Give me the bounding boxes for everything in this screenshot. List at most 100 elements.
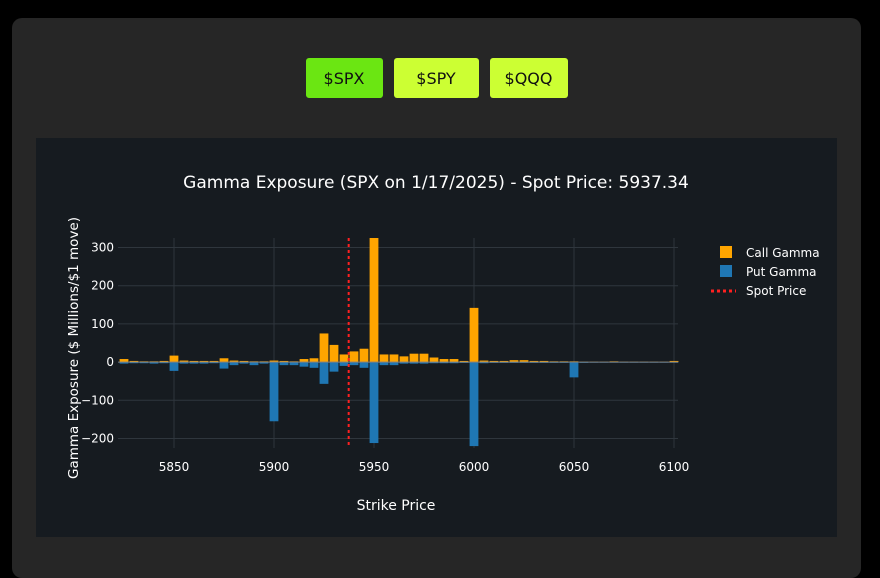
call-gamma-bar [279, 360, 289, 363]
call-gamma-bar [389, 354, 399, 363]
qqq-button[interactable]: $QQQ [489, 58, 568, 98]
put-gamma-bar [439, 362, 449, 364]
call-gamma-bar [239, 360, 249, 363]
put-gamma-bar [229, 362, 239, 366]
call-gamma-bar [469, 307, 479, 363]
put-gamma-bar [169, 362, 179, 371]
call-gamma-bar [439, 359, 449, 363]
put-gamma-bar [159, 362, 169, 364]
put-gamma-bar [219, 362, 229, 369]
y-tick-labels: −200 −100 0 100 200 300 [81, 241, 114, 446]
legend-call-label: Call Gamma [746, 246, 820, 260]
put-gamma-bar [419, 362, 429, 364]
call-gamma-bar [539, 360, 549, 363]
put-gamma-bar [389, 362, 399, 366]
put-gamma-bar [139, 362, 149, 364]
y-tick-label: −200 [81, 431, 114, 445]
legend-put-label: Put Gamma [746, 265, 817, 279]
spy-button[interactable]: $SPY [393, 58, 479, 98]
put-gamma-bar [129, 362, 139, 364]
legend-spot-label: Spot Price [746, 284, 806, 298]
put-gamma-bar [209, 362, 219, 364]
call-gamma-bar [309, 358, 319, 363]
grid [118, 238, 678, 448]
chart-panel: 5850 5900 5950 6000 6050 6100 −200 −100 0 100 200… [36, 138, 837, 537]
call-gamma-bar [229, 360, 239, 363]
put-gamma-bar [319, 362, 329, 384]
call-gamma-bar [129, 360, 139, 363]
put-gamma-bar [449, 362, 459, 364]
app-card: $SPX $SPY $QQQ 5850 5900 5950 6000 6050 6100 … [12, 18, 861, 578]
x-tick-label: 6050 [559, 460, 590, 474]
call-gamma-bar [179, 360, 189, 363]
bars [119, 238, 679, 447]
put-gamma-bar [309, 362, 319, 368]
call-gamma-bar [339, 354, 349, 363]
call-gamma-bar [349, 351, 359, 363]
put-gamma-bar [249, 362, 259, 366]
put-gamma-bar [289, 362, 299, 366]
call-gamma-bar [219, 358, 229, 363]
call-gamma-bar [119, 359, 129, 363]
y-tick-label: 0 [106, 355, 114, 369]
x-axis-label: Strike Price [357, 498, 436, 514]
call-gamma-bar [209, 360, 219, 363]
put-gamma-bar [429, 362, 439, 364]
legend-call-swatch [720, 246, 732, 258]
put-gamma-bar [299, 362, 309, 367]
call-gamma-bar [299, 359, 309, 363]
call-gamma-bar [269, 360, 279, 363]
x-tick-label: 5950 [359, 460, 390, 474]
call-gamma-bar [379, 354, 389, 363]
y-tick-label: −100 [81, 393, 114, 407]
call-gamma-bar [169, 355, 179, 363]
y-tick-label: 300 [91, 241, 114, 255]
call-gamma-bar [419, 353, 429, 363]
x-tick-label: 5900 [259, 460, 290, 474]
x-tick-label: 5850 [159, 460, 190, 474]
put-gamma-bar [119, 362, 129, 364]
call-gamma-bar [519, 360, 529, 363]
put-gamma-bar [399, 362, 409, 364]
put-gamma-bar [409, 362, 419, 364]
call-gamma-bar [159, 360, 169, 363]
x-tick-label: 6100 [659, 460, 690, 474]
call-gamma-bar [329, 344, 339, 363]
call-gamma-bar [669, 360, 679, 363]
call-gamma-bar [509, 360, 519, 363]
put-gamma-bar [379, 362, 389, 366]
put-gamma-bar [339, 362, 349, 366]
call-gamma-bar [459, 360, 469, 363]
put-gamma-bar [349, 362, 359, 366]
put-gamma-bar [259, 362, 269, 364]
put-gamma-bar [189, 362, 199, 364]
call-gamma-bar [399, 356, 409, 363]
put-gamma-bar [269, 362, 279, 422]
put-gamma-bar [479, 362, 489, 364]
put-gamma-bar [329, 362, 339, 372]
call-gamma-bar [369, 238, 379, 363]
call-gamma-bar [199, 360, 209, 363]
y-axis-label: Gamma Exposure ($ Millions/$1 move) [66, 217, 82, 479]
put-gamma-bar [369, 362, 379, 444]
put-gamma-bar [239, 362, 249, 364]
put-gamma-bar [279, 362, 289, 366]
call-gamma-bar [479, 360, 489, 363]
call-gamma-bar [409, 353, 419, 363]
put-gamma-bar [469, 362, 479, 447]
put-gamma-bar [569, 362, 579, 378]
gamma-chart: 5850 5900 5950 6000 6050 6100 −200 −100 0 100 200… [66, 173, 820, 514]
put-gamma-bar [359, 362, 369, 368]
ticker-button-row: $SPX $SPY $QQQ [12, 58, 861, 98]
y-tick-label: 200 [91, 279, 114, 293]
call-gamma-bar [489, 360, 499, 363]
chart-title: Gamma Exposure (SPX on 1/17/2025) - Spot… [183, 173, 689, 193]
call-gamma-bar [529, 360, 539, 363]
put-gamma-bar [179, 362, 189, 364]
call-gamma-bar [359, 348, 369, 363]
spx-button[interactable]: $SPX [305, 58, 383, 98]
call-gamma-bar [429, 357, 439, 363]
put-gamma-bar [199, 362, 209, 364]
y-tick-label: 100 [91, 317, 114, 331]
call-gamma-bar [319, 333, 329, 363]
